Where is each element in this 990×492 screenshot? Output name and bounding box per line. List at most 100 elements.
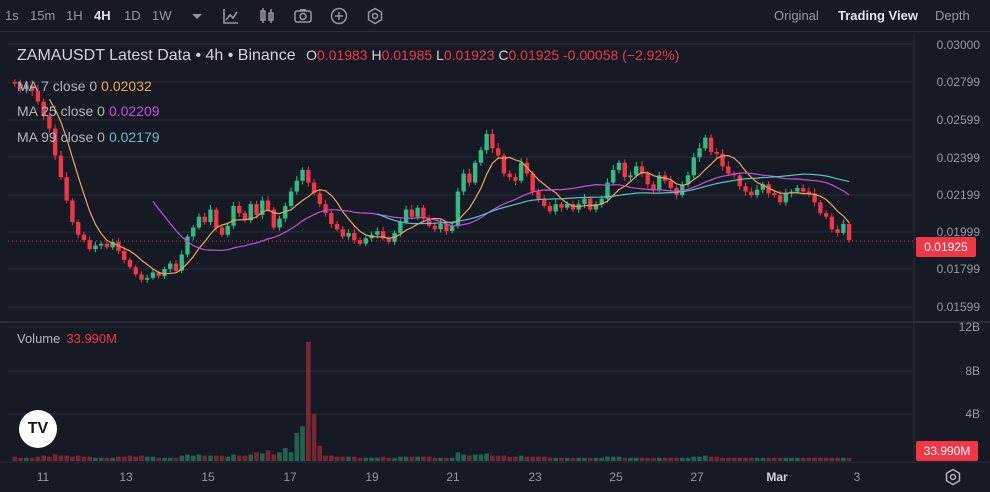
volume-bar	[110, 457, 115, 461]
low-key: L	[436, 47, 444, 63]
moving-averages	[48, 99, 850, 275]
candle-body	[467, 173, 472, 183]
candle-body	[800, 187, 806, 192]
candle-body	[565, 204, 570, 208]
volume-bar	[484, 453, 489, 461]
volume-bar	[547, 457, 553, 461]
price-tick: 0.01799	[936, 262, 980, 276]
volume-bar	[467, 455, 472, 461]
candle-body	[162, 268, 167, 277]
close-value: 0.01925	[508, 47, 560, 63]
candle-body	[346, 232, 351, 237]
volume-bar	[208, 455, 213, 461]
candle-body	[415, 207, 420, 217]
volume-bar	[190, 455, 196, 461]
volume-bar	[421, 456, 426, 461]
candle-body	[513, 177, 518, 181]
open-value: 0.01983	[316, 47, 368, 63]
volume-bar	[599, 457, 605, 461]
volume-label: Volume	[17, 331, 61, 346]
volume-bar	[64, 455, 69, 461]
view-depth[interactable]: Depth	[935, 8, 970, 23]
candle-body	[231, 205, 236, 226]
view-original[interactable]: Original	[774, 8, 819, 23]
settings-circle-icon[interactable]	[365, 6, 385, 26]
interval-1s[interactable]: 1s	[5, 8, 19, 23]
candle-body	[726, 166, 731, 174]
interval-4h[interactable]: 4H	[94, 8, 111, 23]
candle-body	[795, 187, 800, 192]
candle-body	[720, 153, 725, 167]
candle-body	[823, 213, 829, 217]
volume-bar	[265, 450, 271, 461]
volume-bar	[156, 457, 162, 461]
candle-body	[766, 184, 771, 194]
volume-bar	[846, 457, 852, 461]
chevron-down-icon[interactable]	[187, 6, 207, 26]
candle-body	[334, 223, 340, 230]
volume-bar	[708, 456, 714, 461]
volume-bar	[766, 457, 771, 461]
candle-body	[139, 274, 144, 280]
ma7-legend: MA 7 close 0 0.02032	[17, 78, 152, 94]
volume-bar	[829, 457, 835, 461]
candle-body	[357, 240, 363, 244]
candle-body	[340, 229, 346, 237]
candle-body	[772, 193, 777, 196]
volume-bar	[513, 456, 518, 461]
candle-body	[260, 200, 265, 215]
view-trading-view[interactable]: Trading View	[838, 8, 918, 23]
plus-circle-icon[interactable]	[329, 6, 349, 26]
indicators-icon[interactable]	[221, 6, 241, 26]
volume-bar	[259, 453, 265, 461]
interval-1h[interactable]: 1H	[66, 8, 83, 23]
ma25-value: 0.02209	[108, 103, 160, 119]
volume-bar	[662, 457, 668, 461]
volume-bar	[576, 457, 582, 461]
close-key: C	[498, 47, 509, 63]
interval-1d[interactable]: 1D	[124, 8, 141, 23]
volume-bar	[795, 457, 800, 461]
volume-bar	[726, 457, 731, 461]
candle-body	[380, 231, 386, 239]
candle-body	[685, 175, 691, 185]
volume-bar	[679, 457, 685, 461]
volume-legend: Volume 33.990M	[17, 331, 117, 346]
candle-body	[616, 162, 622, 170]
candle-body	[323, 204, 328, 214]
chart-settings-icon[interactable]	[943, 467, 963, 487]
volume-bar	[461, 454, 466, 461]
candle-body	[737, 175, 742, 187]
volume-bar	[282, 448, 288, 461]
candle-body	[70, 200, 75, 223]
ma99-label: MA 99 close 0	[17, 129, 105, 145]
volume-bar	[403, 456, 409, 461]
top-toolbar: 1s 15m 1H 4H 1D 1W Original Trading View…	[0, 0, 990, 32]
candle-body	[530, 173, 535, 192]
date-tick: 11	[36, 470, 50, 484]
candle-body	[98, 243, 104, 246]
volume-bar	[697, 456, 702, 461]
candle-body	[12, 82, 18, 84]
volume-bar	[749, 457, 754, 461]
volume-bar	[24, 457, 29, 461]
candle-type-icon[interactable]	[257, 6, 277, 26]
volume-bar	[300, 426, 305, 461]
volume-bar	[35, 456, 41, 461]
high-value: 0.01985	[381, 47, 433, 63]
candle-body	[714, 151, 719, 154]
legend-title: ZAMAUSDT Latest Data • 4h • Binance O0.0…	[17, 47, 680, 64]
volume-bar	[490, 455, 495, 461]
volume-bar	[605, 456, 610, 461]
camera-icon[interactable]	[293, 6, 313, 26]
volume-bar	[553, 457, 558, 461]
interval-1w[interactable]: 1W	[152, 8, 172, 23]
interval-15m[interactable]: 15m	[30, 8, 56, 23]
volume-bar	[242, 455, 248, 461]
volume-bar	[518, 455, 524, 461]
volume-bar	[524, 456, 530, 461]
change-value: -0.00058 (−2.92%)	[563, 47, 680, 63]
tradingview-logo[interactable]: TV	[19, 410, 57, 448]
open-key: O	[306, 47, 317, 63]
